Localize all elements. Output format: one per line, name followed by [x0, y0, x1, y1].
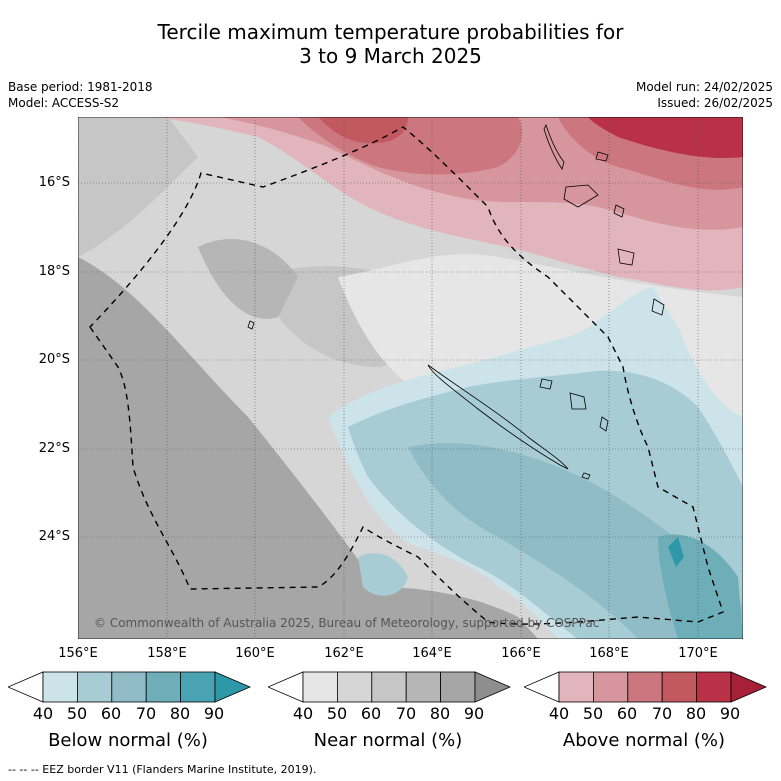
- colorbar-segment: [524, 671, 560, 703]
- below-normal-southwest-patch: [358, 553, 408, 596]
- lon-label: 162°E: [324, 646, 364, 661]
- tick-label: 90: [719, 704, 741, 723]
- colorbar-segment: [730, 671, 768, 703]
- colorbar-segment: [474, 671, 512, 703]
- tick-label: 90: [203, 704, 225, 723]
- base-period: Base period: 1981-2018: [8, 80, 153, 94]
- tick-label: 60: [100, 704, 122, 723]
- eez-note: -- -- -- EEZ border V11 (Flanders Marine…: [8, 763, 317, 776]
- lat-label: 24°S: [38, 529, 70, 544]
- tick-label: 70: [135, 704, 157, 723]
- issued-date: Issued: 26/02/2025: [657, 96, 773, 110]
- tick-label: 70: [395, 704, 417, 723]
- map-title-line1: Tercile maximum temperature probabilitie…: [157, 20, 624, 44]
- colorbar-segment: [111, 671, 147, 703]
- above-normal-80-east: [588, 117, 743, 158]
- tick-label: 80: [169, 704, 191, 723]
- copyright-note: © Commonwealth of Australia 2025, Bureau…: [94, 616, 599, 630]
- colorbar-segment: [302, 671, 338, 703]
- tick-label: 40: [292, 704, 314, 723]
- colorbar-above-normal: [524, 671, 768, 703]
- lon-label: 158°E: [147, 646, 187, 661]
- tick-label: 80: [429, 704, 451, 723]
- near-normal-70-patch: [198, 238, 298, 319]
- colorbar-label-above: Above normal (%): [562, 730, 726, 751]
- colorbar-segment: [214, 671, 252, 703]
- colorbar-segment: [440, 671, 476, 703]
- tick-label: 80: [685, 704, 707, 723]
- lon-label: 164°E: [412, 646, 452, 661]
- colorbar-segment: [180, 671, 216, 703]
- below-normal-70-region: [408, 443, 743, 639]
- lat-label: 18°S: [38, 264, 70, 279]
- near-normal-70-region: [78, 257, 378, 639]
- colorbar-segment: [145, 671, 181, 703]
- tick-label: 50: [66, 704, 88, 723]
- tick-label: 70: [651, 704, 673, 723]
- lon-label: 170°E: [678, 646, 718, 661]
- tick-label: 60: [616, 704, 638, 723]
- model-run: Model run: 24/02/2025: [635, 80, 773, 94]
- map-title-line2: 3 to 9 March 2025: [299, 44, 482, 68]
- model-name: Model: ACCESS-S2: [8, 96, 120, 110]
- colorbar-segment: [42, 671, 78, 703]
- graticule: [78, 117, 743, 639]
- tick-label: 90: [463, 704, 485, 723]
- lat-label: 20°S: [38, 352, 70, 367]
- tick-label: 40: [548, 704, 570, 723]
- lon-label: 166°E: [501, 646, 541, 661]
- colorbar-segment: [558, 671, 594, 703]
- probability-map: © Commonwealth of Australia 2025, Bureau…: [78, 117, 743, 639]
- colorbar-label-near: Near normal (%): [313, 730, 463, 751]
- colorbar-segment: [661, 671, 697, 703]
- colorbar-segment: [593, 671, 629, 703]
- colorbar-segment: [337, 671, 373, 703]
- colorbar-below-normal: [8, 671, 252, 703]
- colorbar-label-below: Below normal (%): [48, 730, 208, 751]
- lon-label: 156°E: [58, 646, 98, 661]
- colorbar-segment: [77, 671, 113, 703]
- lat-label: 22°S: [38, 441, 70, 456]
- tick-label: 50: [582, 704, 604, 723]
- colorbar-segment: [696, 671, 732, 703]
- colorbar-segment: [268, 671, 304, 703]
- colorbar-segment: [405, 671, 441, 703]
- below-normal-90-spot: [668, 537, 684, 567]
- colorbar-segment: [371, 671, 407, 703]
- colorbar-near-normal: [268, 671, 512, 703]
- lon-label: 168°E: [589, 646, 629, 661]
- lon-label: 160°E: [235, 646, 275, 661]
- tick-label: 50: [326, 704, 348, 723]
- lat-label: 16°S: [38, 175, 70, 190]
- near-normal-southern-patch: [378, 587, 538, 639]
- colorbar-segment: [627, 671, 663, 703]
- tick-label: 40: [32, 704, 54, 723]
- near-normal-60-region: [78, 117, 198, 257]
- coastlines: [247, 123, 665, 480]
- tick-label: 60: [360, 704, 382, 723]
- colorbar-segment: [8, 671, 44, 703]
